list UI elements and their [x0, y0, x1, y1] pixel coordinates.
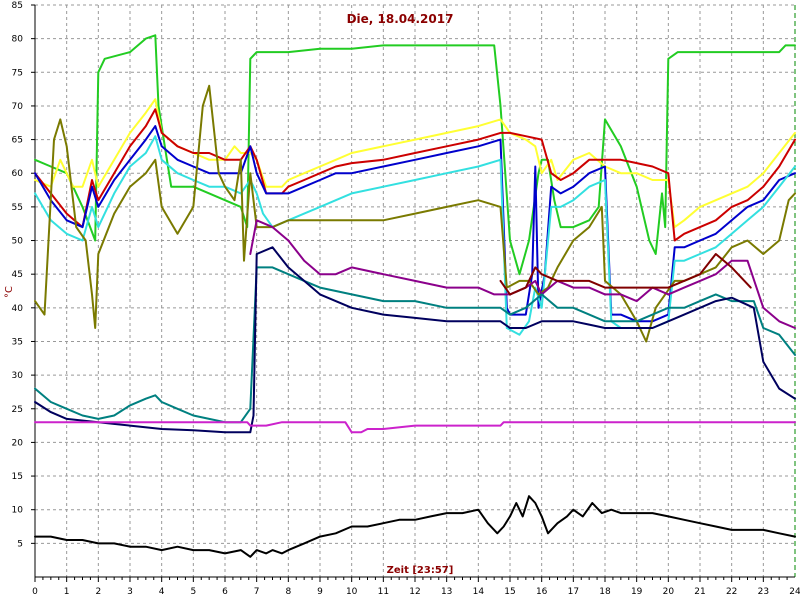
y-tick-label: 80	[12, 35, 24, 45]
y-tick-label: 65	[12, 136, 23, 146]
y-tick-label: 75	[12, 68, 23, 78]
y-tick-label: 25	[12, 405, 23, 415]
grid-layer	[35, 4, 796, 577]
x-tick-label: 22	[726, 587, 737, 597]
series-line-8	[499, 253, 752, 296]
x-tick-label: 3	[127, 587, 133, 597]
x-tick-label: 4	[159, 587, 165, 597]
x-tick-label: 9	[317, 587, 323, 597]
y-tick-label: 30	[12, 371, 24, 381]
series-line-10	[34, 246, 796, 434]
x-tick-label: 15	[504, 587, 515, 597]
axis-layer	[31, 4, 795, 582]
x-tick-label: 1	[64, 587, 70, 597]
y-tick-label: 45	[12, 270, 23, 280]
x-tick-label: 7	[254, 587, 260, 597]
x-axis-label: Zeit [23:57]	[387, 565, 454, 576]
y-tick-label: 40	[12, 304, 24, 314]
series-line-5	[34, 135, 796, 336]
series-layer	[34, 34, 796, 558]
y-tick-label: 15	[12, 472, 23, 482]
x-tick-label: 16	[536, 587, 548, 597]
series-line-6	[34, 84, 796, 343]
x-tick-label: 12	[409, 587, 420, 597]
x-tick-label: 21	[694, 587, 705, 597]
x-tick-label: 8	[285, 587, 291, 597]
x-tick-label: 11	[378, 587, 389, 597]
y-tick-label: 85	[12, 1, 23, 11]
y-tick-label: 5	[17, 539, 23, 549]
y-axis-label: °C	[4, 286, 15, 298]
y-tick-label: 70	[12, 102, 24, 112]
x-tick-label: 2	[95, 587, 101, 597]
x-tick-label: 14	[473, 587, 485, 597]
x-tick-label: 24	[789, 587, 800, 597]
y-tick-label: 60	[12, 169, 24, 179]
x-tick-label: 18	[599, 587, 611, 597]
y-tick-label: 35	[12, 337, 23, 347]
x-tick-label: 10	[346, 587, 358, 597]
series-line-11	[34, 421, 796, 434]
y-tick-label: 55	[12, 203, 23, 213]
series-line-1	[34, 34, 796, 276]
y-tick-label: 10	[12, 506, 24, 516]
series-line-12	[34, 495, 796, 558]
x-tick-label: 6	[222, 587, 228, 597]
series-line-4	[34, 125, 796, 323]
x-tick-label: 23	[758, 587, 769, 597]
chart-title: Die, 18.04.2017	[347, 12, 454, 26]
series-line-9	[34, 266, 796, 424]
y-tick-label: 20	[12, 438, 24, 448]
x-tick-label: 17	[568, 587, 579, 597]
y-tick-label: 50	[12, 237, 24, 247]
tick-label-layer: 0 1 2 3 4 5 6 7 8 9 10 11 12 13 14 15 16 17 18 19 20 21 22 23 24…	[12, 1, 800, 597]
x-tick-label: 5	[190, 587, 196, 597]
series-line-3	[34, 108, 796, 242]
x-tick-label: 20	[663, 587, 675, 597]
x-tick-label: 13	[441, 587, 452, 597]
x-tick-label: 0	[32, 587, 38, 597]
x-tick-label: 19	[631, 587, 643, 597]
